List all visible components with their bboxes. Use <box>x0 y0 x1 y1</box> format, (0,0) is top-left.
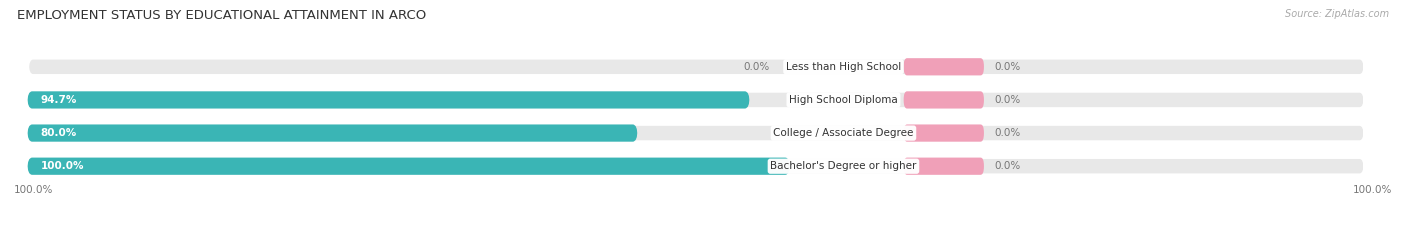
Text: 0.0%: 0.0% <box>994 128 1021 138</box>
FancyBboxPatch shape <box>28 91 749 109</box>
Text: Less than High School: Less than High School <box>786 62 901 72</box>
Text: College / Associate Degree: College / Associate Degree <box>773 128 914 138</box>
Text: 0.0%: 0.0% <box>994 161 1021 171</box>
FancyBboxPatch shape <box>904 91 984 109</box>
FancyBboxPatch shape <box>28 58 1365 75</box>
FancyBboxPatch shape <box>28 158 1365 175</box>
FancyBboxPatch shape <box>28 124 1365 142</box>
Text: 100.0%: 100.0% <box>1353 185 1392 195</box>
Text: High School Diploma: High School Diploma <box>789 95 898 105</box>
FancyBboxPatch shape <box>904 124 984 142</box>
FancyBboxPatch shape <box>28 91 1365 109</box>
FancyBboxPatch shape <box>28 124 637 142</box>
FancyBboxPatch shape <box>28 158 790 175</box>
Text: EMPLOYMENT STATUS BY EDUCATIONAL ATTAINMENT IN ARCO: EMPLOYMENT STATUS BY EDUCATIONAL ATTAINM… <box>17 9 426 22</box>
Text: 94.7%: 94.7% <box>41 95 77 105</box>
Text: 0.0%: 0.0% <box>744 62 770 72</box>
Text: Source: ZipAtlas.com: Source: ZipAtlas.com <box>1285 9 1389 19</box>
Text: 100.0%: 100.0% <box>14 185 53 195</box>
Text: Bachelor's Degree or higher: Bachelor's Degree or higher <box>770 161 917 171</box>
FancyBboxPatch shape <box>904 58 984 75</box>
Text: 80.0%: 80.0% <box>41 128 77 138</box>
Text: 0.0%: 0.0% <box>994 95 1021 105</box>
Text: 0.0%: 0.0% <box>994 62 1021 72</box>
FancyBboxPatch shape <box>904 158 984 175</box>
Text: 100.0%: 100.0% <box>41 161 84 171</box>
